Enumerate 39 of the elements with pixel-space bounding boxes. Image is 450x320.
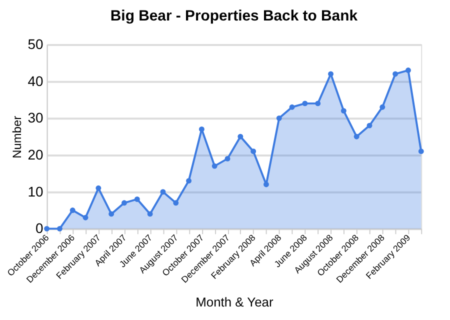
point [96, 185, 102, 191]
point [134, 196, 140, 202]
point [354, 134, 360, 140]
point [82, 214, 88, 220]
point [328, 71, 334, 77]
y-tick-label: 40 [28, 72, 44, 89]
y-tick-label: 30 [28, 110, 44, 126]
point [122, 200, 127, 206]
y-tick-label: 20 [28, 146, 44, 162]
y-tick-label: 0 [36, 220, 44, 236]
point [264, 182, 269, 188]
point [44, 226, 50, 232]
point [224, 156, 230, 162]
point [340, 108, 346, 114]
point [56, 226, 62, 232]
point [276, 115, 282, 121]
point [302, 100, 308, 106]
point [186, 178, 192, 184]
point [250, 148, 256, 154]
point [108, 211, 114, 217]
x-axis-title: Month & Year [196, 294, 274, 310]
point [212, 163, 218, 169]
point [315, 100, 321, 106]
point [405, 68, 411, 74]
point [147, 211, 153, 217]
point [380, 104, 386, 110]
point [173, 200, 179, 206]
point [366, 122, 372, 128]
point [70, 208, 76, 213]
point [289, 104, 295, 110]
point [418, 148, 424, 154]
y-tick-label: 50 [28, 36, 44, 52]
y-tick-label: 10 [28, 183, 44, 200]
point [238, 134, 244, 140]
point [198, 126, 204, 132]
y-axis-title: Number [10, 116, 24, 158]
point [160, 189, 166, 195]
point [392, 71, 398, 77]
chart-title: Big Bear - Properties Back to Bank [110, 8, 358, 25]
